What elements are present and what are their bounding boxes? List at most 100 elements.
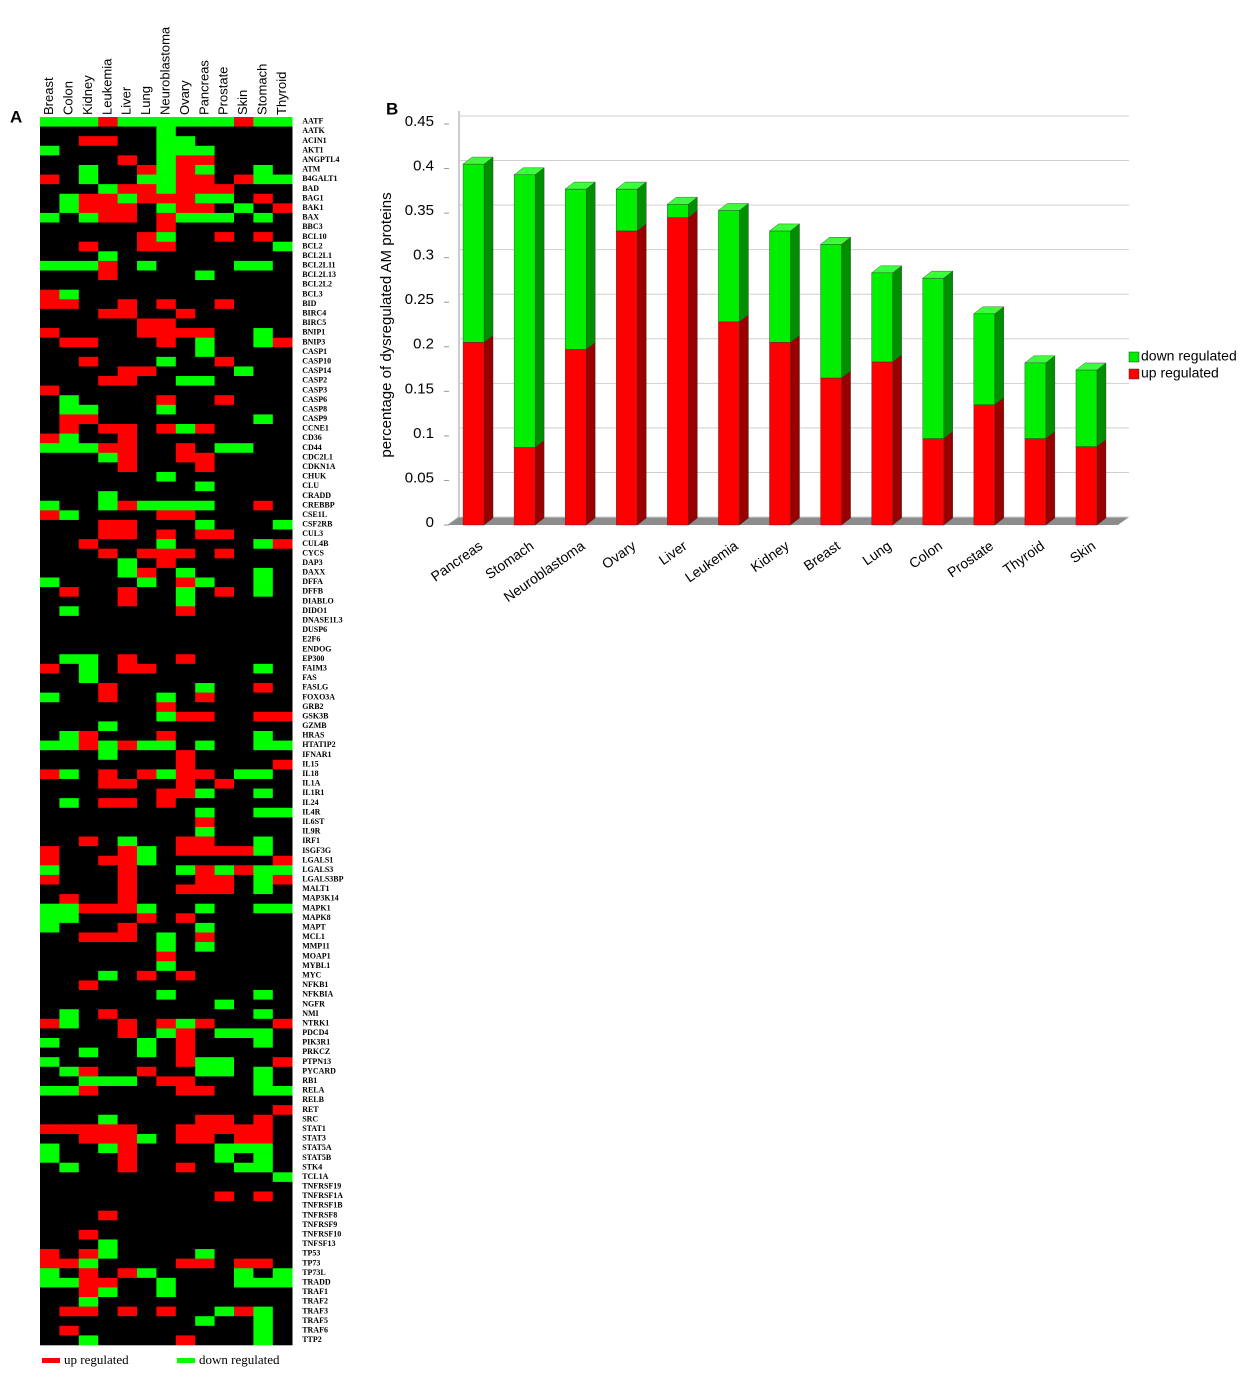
heatmap-cell (117, 1239, 138, 1250)
gene-label: CCNE1 (302, 424, 329, 433)
heatmap-cell (59, 1009, 80, 1020)
heatmap-cell (59, 1153, 80, 1164)
heatmap-cell (117, 1287, 138, 1298)
heatmap-cell (272, 932, 293, 943)
heatmap-cell (195, 212, 215, 223)
heatmap-cell (117, 1143, 138, 1154)
heatmap-cell (214, 174, 235, 185)
heatmap-cell (137, 308, 157, 319)
heatmap-cell (40, 481, 60, 492)
heatmap-cell (137, 1162, 157, 1173)
heatmap-cell (156, 260, 177, 271)
heatmap-cell (272, 1162, 293, 1173)
heatmap-cell (98, 567, 118, 578)
heatmap-cell (214, 1009, 235, 1020)
heatmap-cell (40, 865, 60, 876)
heatmap-cell (117, 395, 138, 406)
heatmap-cell (214, 1249, 235, 1259)
bar (564, 349, 587, 526)
heatmap-cell (78, 1220, 99, 1231)
heatmap-cell (253, 903, 274, 914)
heatmap-cell (156, 606, 177, 617)
heatmap-cell (117, 308, 138, 319)
heatmap-cell (234, 567, 254, 578)
heatmap-cell (40, 999, 60, 1010)
gene-label: FAS (302, 673, 317, 682)
heatmap-cell (272, 702, 293, 713)
gene-label: TNFRSF9 (302, 1220, 337, 1229)
heatmap-cell (98, 308, 118, 319)
heatmap-cell (234, 1047, 254, 1058)
bar-top (1024, 355, 1056, 364)
heatmap-cell (98, 376, 118, 386)
heatmap-cell (137, 376, 157, 386)
heatmap-cell (234, 788, 254, 799)
heatmap-cell (234, 1191, 254, 1202)
heatmap-cell (272, 606, 293, 617)
heatmap-cell (195, 1124, 215, 1135)
heatmap-cell (195, 1076, 215, 1087)
heatmap-cell (175, 865, 196, 876)
heatmap-cell (253, 1325, 274, 1336)
heatmap-cell (137, 1181, 157, 1192)
heatmap-cell (195, 260, 215, 271)
heatmap-cell (272, 817, 293, 828)
heatmap-cell (272, 884, 293, 895)
heatmap-cell (117, 1277, 138, 1288)
heatmap-cell (214, 491, 235, 502)
heatmap-cell (272, 366, 293, 377)
bar (973, 313, 996, 405)
heatmap-cell (117, 683, 138, 693)
heatmap-cell (156, 635, 177, 645)
gene-label: FOXO3A (302, 692, 335, 701)
heatmap-cell (98, 366, 118, 377)
heatmap-cell (59, 1249, 80, 1259)
heatmap-cell (272, 174, 293, 185)
heatmap-cell (137, 558, 157, 569)
heatmap-cell (40, 126, 60, 137)
heatmap-cell (137, 1009, 157, 1020)
heatmap-cell (156, 1306, 177, 1317)
heatmap-cell (214, 519, 235, 530)
heatmap-cell (214, 155, 235, 166)
heatmap-cell (98, 625, 118, 636)
heatmap-cell (78, 606, 99, 617)
heatmap-cell (117, 1181, 138, 1192)
heatmap-cell (214, 1181, 235, 1192)
heatmap-cell (78, 251, 99, 262)
heatmap-cell (156, 117, 177, 127)
heatmap-cell (175, 894, 196, 904)
gene-label: ANGPTL4 (302, 155, 339, 164)
heatmap-cell (40, 711, 60, 722)
heatmap-cell (117, 481, 138, 492)
heatmap-cell (214, 625, 235, 636)
heatmap-cell (195, 1258, 215, 1269)
heatmap-cell (98, 663, 118, 674)
heatmap-cell (98, 577, 118, 588)
heatmap-cell (253, 874, 274, 885)
heatmap-cell (272, 788, 293, 799)
heatmap-cell (59, 452, 80, 463)
heatmap-cell (137, 1306, 157, 1317)
heatmap-cell (156, 788, 177, 799)
gene-label: GSK3B (302, 711, 329, 720)
gene-label: TP53 (302, 1249, 320, 1258)
heatmap-cell (175, 241, 196, 252)
heatmap-cell (98, 846, 118, 857)
heatmap-cell (234, 846, 254, 857)
heatmap-cell (117, 855, 138, 866)
heatmap-cell (78, 193, 99, 204)
heatmap-cell (253, 117, 274, 127)
heatmap-cell (156, 1038, 177, 1048)
heatmap-cell (117, 846, 138, 857)
heatmap-cell (137, 884, 157, 895)
heatmap-cell (98, 798, 118, 809)
heatmap-cell (234, 932, 254, 943)
heatmap-cell (253, 203, 274, 214)
heatmap-cell (117, 769, 138, 780)
gene-label: MALT1 (302, 884, 329, 893)
heatmap-cell (156, 1162, 177, 1173)
heatmap-cell (59, 990, 80, 1000)
heatmap-cell (253, 731, 274, 741)
heatmap-cell (117, 1316, 138, 1327)
